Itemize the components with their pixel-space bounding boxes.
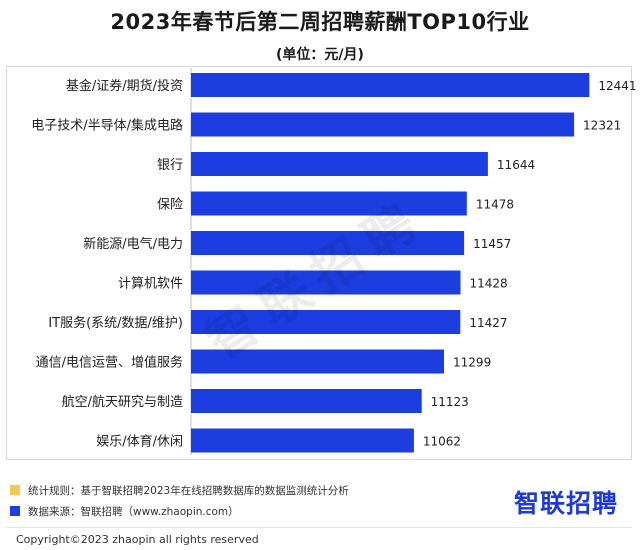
category-label: 银行 [157, 158, 183, 173]
value-label: 11427 [469, 316, 507, 330]
stat-rule-swatch [10, 485, 20, 495]
bar [191, 112, 575, 137]
value-label: 11644 [497, 158, 535, 172]
bar [191, 73, 590, 97]
value-label: 12321 [583, 119, 621, 133]
bar [191, 349, 444, 374]
category-label: 新能源/电气/电力 [83, 236, 183, 252]
category-label: 基金/证券/期货/投资 [66, 78, 183, 94]
value-label: 11478 [476, 198, 514, 212]
data-source-swatch [10, 506, 20, 516]
stat-rule-text: 统计规则：基于智联招聘2023年在线招聘数据库的数据监测统计分析 [28, 485, 349, 497]
category-label: IT服务(系统/数据/维护) [48, 315, 183, 331]
bar [191, 191, 467, 216]
value-label: 11428 [469, 277, 507, 291]
value-label: 12441 [598, 79, 636, 93]
footer: 统计规则：基于智联招聘2023年在线招聘数据库的数据监测统计分析 数据来源：智联… [10, 478, 630, 522]
category-label: 航空/航天研究与制造 [62, 394, 183, 410]
bar [191, 389, 422, 413]
chart-title: 2023年春节后第二周招聘薪酬TOP10行业 [110, 10, 530, 34]
bar [191, 428, 414, 453]
brand-logo: 智联招聘 [513, 489, 618, 518]
value-label: 11457 [473, 237, 511, 251]
bar [191, 270, 461, 295]
bar [191, 310, 461, 334]
data-source-note: 数据来源：智联招聘（www.zhaopin.com） [10, 504, 239, 519]
value-label: 11062 [423, 435, 461, 449]
bar [191, 231, 465, 255]
chart-frame [6, 66, 632, 460]
unit-label: (单位：元/月) [276, 47, 364, 63]
category-label: 娱乐/体育/休闲 [96, 434, 183, 450]
category-label: 计算机软件 [118, 277, 183, 292]
category-label: 电子技术/半导体/集成电路 [31, 118, 183, 134]
copyright-text: Copyright©2023 zhaopin all rights reserv… [16, 533, 259, 546]
value-label: 11123 [431, 395, 469, 409]
bar-chart: 基金/证券/期货/投资 12441 电子技术/半导体/集成电路 12321 银行 1164… [31, 68, 637, 455]
data-source-text: 数据来源：智联招聘（www.zhaopin.com） [28, 506, 239, 518]
footer-divider [6, 527, 632, 528]
category-label: 保险 [157, 198, 183, 213]
bar [191, 152, 488, 176]
category-label: 通信/电信运营、增值服务 [36, 355, 183, 371]
stat-rule-note: 统计规则：基于智联招聘2023年在线招聘数据库的数据监测统计分析 [10, 483, 349, 498]
value-label: 11299 [453, 356, 491, 370]
